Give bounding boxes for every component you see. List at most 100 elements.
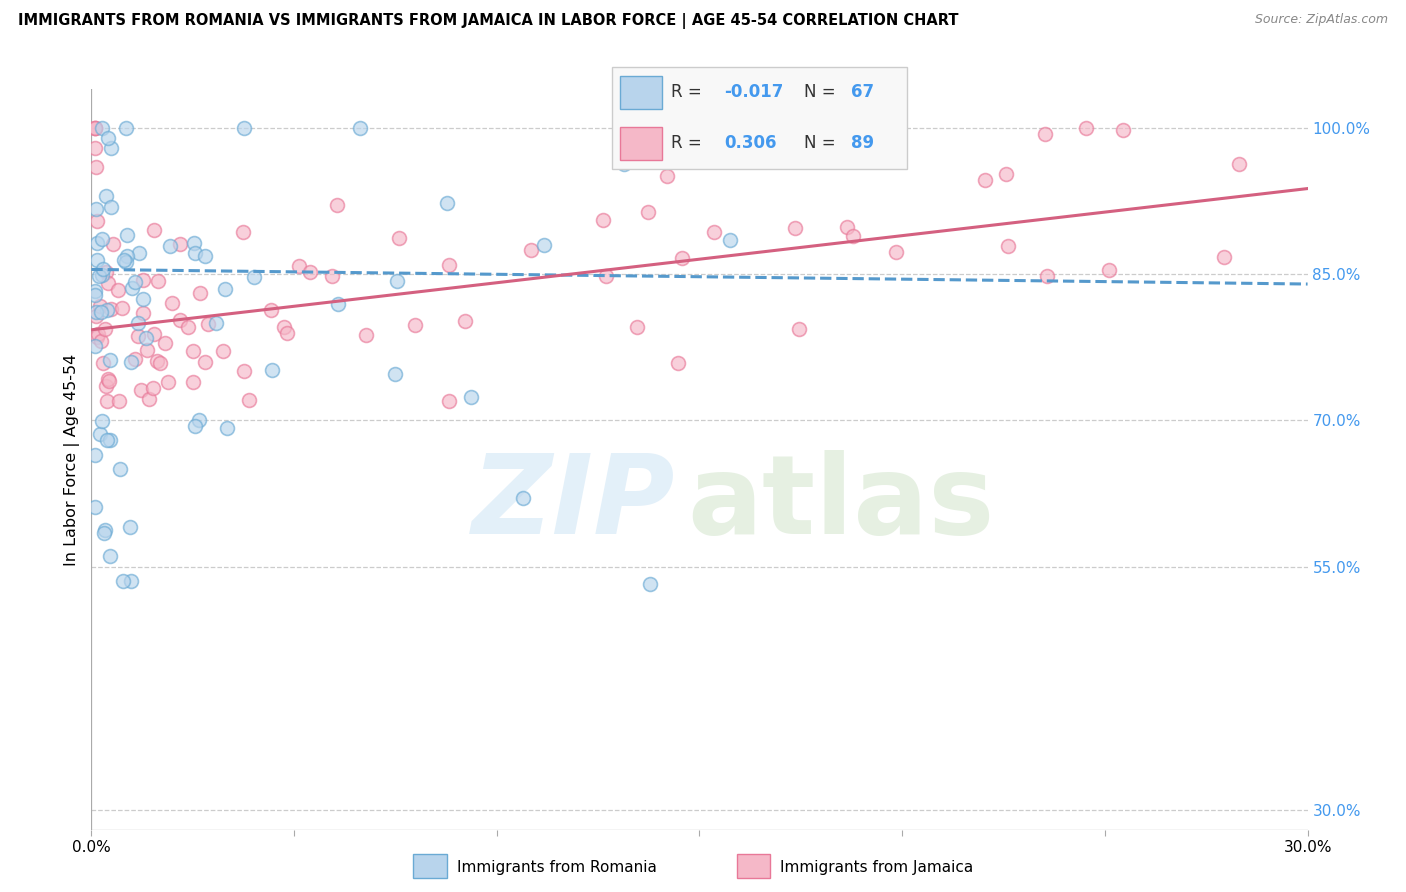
Point xyxy=(124,352,146,367)
Point xyxy=(299,265,322,279)
Point xyxy=(100,141,122,155)
Point xyxy=(94,189,117,203)
Point xyxy=(156,376,179,390)
Point xyxy=(121,281,143,295)
Point xyxy=(84,287,107,301)
Point xyxy=(86,330,108,344)
Text: R =: R = xyxy=(671,134,707,152)
Point xyxy=(115,254,138,268)
Text: N =: N = xyxy=(804,134,841,152)
Point xyxy=(325,198,347,212)
Point xyxy=(787,321,810,335)
Point xyxy=(326,296,349,310)
Point xyxy=(84,121,107,136)
Point xyxy=(974,173,997,187)
Point xyxy=(84,285,107,299)
Point xyxy=(197,317,219,331)
Point xyxy=(1036,268,1059,283)
Point xyxy=(138,392,160,406)
Text: 67: 67 xyxy=(851,83,875,101)
Text: 0.306: 0.306 xyxy=(724,134,776,152)
Point xyxy=(262,362,284,376)
Point xyxy=(217,421,239,435)
Point xyxy=(169,312,191,326)
Point xyxy=(437,258,460,272)
Point xyxy=(108,462,131,476)
Point xyxy=(90,334,112,348)
Point xyxy=(184,246,207,260)
Point xyxy=(160,296,183,310)
Point xyxy=(94,523,117,537)
Point xyxy=(637,205,659,219)
Point xyxy=(84,309,107,323)
Point xyxy=(100,200,122,214)
Point xyxy=(718,233,741,247)
Point xyxy=(638,577,661,591)
Point xyxy=(91,121,114,136)
Point xyxy=(454,314,477,328)
Y-axis label: In Labor Force | Age 45-54: In Labor Force | Age 45-54 xyxy=(65,353,80,566)
Point xyxy=(86,214,108,228)
Point xyxy=(96,393,118,408)
Point xyxy=(91,261,114,276)
Point xyxy=(384,367,406,381)
Text: atlas: atlas xyxy=(688,450,994,558)
Point xyxy=(436,195,458,210)
Point xyxy=(188,285,211,300)
Point xyxy=(595,268,617,283)
Point xyxy=(90,232,112,246)
Point xyxy=(84,160,107,174)
Point xyxy=(97,131,120,145)
Point xyxy=(232,226,254,240)
Point xyxy=(128,246,150,260)
Text: 89: 89 xyxy=(851,134,875,152)
Point xyxy=(87,327,110,342)
Point xyxy=(132,292,155,306)
Point xyxy=(96,433,118,447)
Point xyxy=(94,322,117,336)
Point xyxy=(214,282,236,296)
Point xyxy=(273,320,295,334)
Point xyxy=(626,319,648,334)
Point xyxy=(86,253,108,268)
Point xyxy=(785,220,807,235)
Point xyxy=(131,306,153,320)
Point xyxy=(183,375,205,389)
Point xyxy=(177,319,200,334)
Point xyxy=(108,393,131,408)
Point xyxy=(194,249,217,263)
Text: -0.017: -0.017 xyxy=(724,83,783,101)
Point xyxy=(243,270,266,285)
Point xyxy=(1227,157,1250,171)
Point xyxy=(193,354,215,368)
Point xyxy=(84,500,107,515)
Point xyxy=(132,273,155,287)
Point xyxy=(233,121,256,136)
Point xyxy=(84,202,107,216)
Point xyxy=(115,121,138,136)
Point xyxy=(89,299,111,313)
Text: R =: R = xyxy=(671,83,707,101)
Point xyxy=(120,355,142,369)
Point xyxy=(98,353,121,368)
Point xyxy=(115,249,138,263)
Point xyxy=(520,244,543,258)
Point xyxy=(666,356,689,370)
FancyBboxPatch shape xyxy=(620,76,662,109)
Text: IMMIGRANTS FROM ROMANIA VS IMMIGRANTS FROM JAMAICA IN LABOR FORCE | AGE 45-54 CO: IMMIGRANTS FROM ROMANIA VS IMMIGRANTS FR… xyxy=(18,13,959,29)
Point xyxy=(387,274,409,288)
Point xyxy=(84,448,107,462)
Point xyxy=(129,383,152,397)
Point xyxy=(1098,263,1121,277)
Point xyxy=(512,491,534,506)
Point xyxy=(94,265,117,279)
Point xyxy=(96,379,118,393)
Point xyxy=(97,375,120,389)
Point xyxy=(91,415,114,429)
Point xyxy=(84,121,107,136)
Point xyxy=(994,167,1017,181)
Point xyxy=(98,433,121,447)
Point xyxy=(135,331,157,345)
Point xyxy=(111,301,134,316)
Point xyxy=(439,393,461,408)
